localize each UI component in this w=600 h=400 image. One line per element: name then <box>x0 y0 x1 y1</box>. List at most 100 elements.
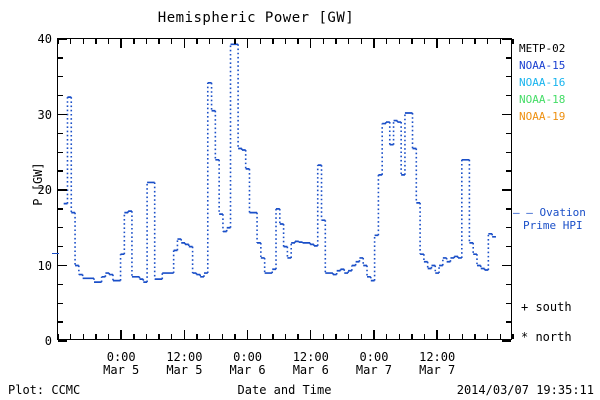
marker-legend-north: * north <box>521 330 572 344</box>
x-tick-label-date: Mar 7 <box>419 363 456 377</box>
ovation-legend: — — Ovation Prime HPI <box>513 206 600 232</box>
x-tick-mark-top <box>158 39 160 44</box>
x-tick-mark-top <box>120 39 122 48</box>
y-tick-mark <box>58 113 67 116</box>
y-tick-label: 20 <box>37 183 52 197</box>
x-tick-mark-top <box>69 39 72 44</box>
x-tick-label-time: 12:00 <box>292 350 329 364</box>
footer-timestamp: 2014/03/07 19:35:11 <box>456 383 594 397</box>
x-tick-mark-top <box>310 39 312 48</box>
x-tick-mark <box>82 334 84 339</box>
x-tick-mark <box>246 330 249 339</box>
x-tick-mark-top <box>183 39 186 48</box>
y-tick-mark <box>58 321 63 323</box>
y-tick-mark-right <box>506 151 511 153</box>
x-tick-mark-top <box>272 39 274 44</box>
x-tick-mark <box>196 334 198 339</box>
x-tick-mark-top <box>322 39 325 44</box>
x-tick-mark <box>284 334 287 339</box>
y-tick-label: 10 <box>37 258 52 273</box>
y-tick-label: 40 <box>37 32 52 46</box>
x-tick-mark-top <box>436 39 438 48</box>
x-tick-label: 12:00 Mar 7 <box>419 351 455 377</box>
x-tick-mark <box>158 334 160 339</box>
x-tick-mark <box>322 334 325 339</box>
y-tick-mark <box>58 38 67 40</box>
x-tick-mark-top <box>221 39 223 44</box>
plot-frame: 0 10 20 30 40 0:00 Mar 5 12:00 Mar 5 0:00 Mar 6 12… <box>31 32 514 377</box>
x-tick-mark <box>360 334 363 339</box>
legend-item-metp-02: METP-02 <box>519 42 566 55</box>
x-tick-mark <box>385 334 388 339</box>
series-horizontal-runs <box>63 43 496 283</box>
x-tick-mark-top <box>398 39 400 44</box>
x-tick-mark <box>474 334 476 339</box>
y-tick-mark-right <box>506 302 511 304</box>
y-tick-mark-right <box>506 245 511 248</box>
x-tick-mark <box>487 334 489 339</box>
x-tick-mark <box>145 334 148 339</box>
y-tick-mark <box>58 151 63 153</box>
x-tick-label-time: 12:00 <box>166 350 203 364</box>
x-tick-mark <box>95 334 97 339</box>
x-tick-mark <box>423 334 426 339</box>
y-tick-mark-right <box>502 340 511 342</box>
marker-legend-south: + south <box>521 300 572 314</box>
x-tick-mark-top <box>411 39 413 44</box>
y-tick-mark <box>58 170 63 172</box>
y-tick-mark <box>58 245 63 248</box>
y-tick-mark-right <box>502 264 511 267</box>
legend-item-noaa-15: NOAA-15 <box>519 59 566 72</box>
x-tick-mark-top <box>145 39 148 44</box>
y-tick-mark-right <box>502 189 511 191</box>
x-tick-mark <box>436 330 438 339</box>
x-tick-mark <box>272 334 274 339</box>
y-tick-mark <box>58 132 63 135</box>
y-tick-mark <box>58 94 63 97</box>
x-tick-mark-top <box>487 39 489 44</box>
y-tick-label: 30 <box>37 107 52 122</box>
x-tick-label: 0:00 Mar 5 <box>103 351 139 377</box>
y-tick-mark-right <box>506 321 511 323</box>
x-tick-mark <box>171 334 173 339</box>
x-tick-mark <box>133 334 135 339</box>
page-title: Hemispheric Power [GW] <box>157 10 355 26</box>
x-tick-mark <box>373 330 375 339</box>
x-tick-label: 0:00 Mar 7 <box>356 351 392 377</box>
ovation-legend-line1: — — Ovation <box>513 206 586 219</box>
x-tick-mark <box>259 334 261 339</box>
x-tick-label-time: 0:00 <box>359 350 389 364</box>
x-tick-mark <box>461 334 464 339</box>
x-tick-mark <box>69 334 72 339</box>
x-tick-mark-top <box>385 39 388 44</box>
x-tick-label: 0:00 Mar 6 <box>230 351 266 377</box>
x-tick-mark <box>512 334 514 339</box>
satellite-legend: METP-02 NOAA-15 NOAA-16 NOAA-18 NOAA-19 <box>519 40 600 125</box>
x-tick-mark <box>411 334 413 339</box>
x-tick-mark-top <box>335 39 337 44</box>
x-tick-mark-top <box>474 39 476 44</box>
x-tick-label-date: Mar 6 <box>229 363 266 377</box>
y-tick-mark <box>58 227 63 229</box>
x-tick-mark <box>221 334 223 339</box>
x-tick-mark-top <box>208 39 211 44</box>
y-tick-label: 0 <box>44 334 52 348</box>
series-vertical-connectors <box>66 44 493 283</box>
x-tick-mark-top <box>171 39 173 44</box>
x-tick-label-date: Mar 5 <box>103 363 140 377</box>
x-tick-mark-top <box>107 39 110 44</box>
data-series-ovation <box>63 43 496 283</box>
x-tick-label: 12:00 Mar 6 <box>293 351 329 377</box>
y-tick-mark-right <box>506 283 511 286</box>
x-tick-mark-top <box>360 39 363 44</box>
x-tick-mark <box>449 334 451 339</box>
x-tick-mark-top <box>82 39 84 44</box>
x-tick-mark-top <box>246 39 249 48</box>
x-tick-mark-top <box>499 39 502 44</box>
y-tick-mark <box>58 208 63 210</box>
x-tick-mark <box>107 334 110 339</box>
y-tick-mark <box>58 283 63 286</box>
x-axis-label: Date and Time <box>237 383 332 397</box>
x-tick-mark-top <box>449 39 451 44</box>
